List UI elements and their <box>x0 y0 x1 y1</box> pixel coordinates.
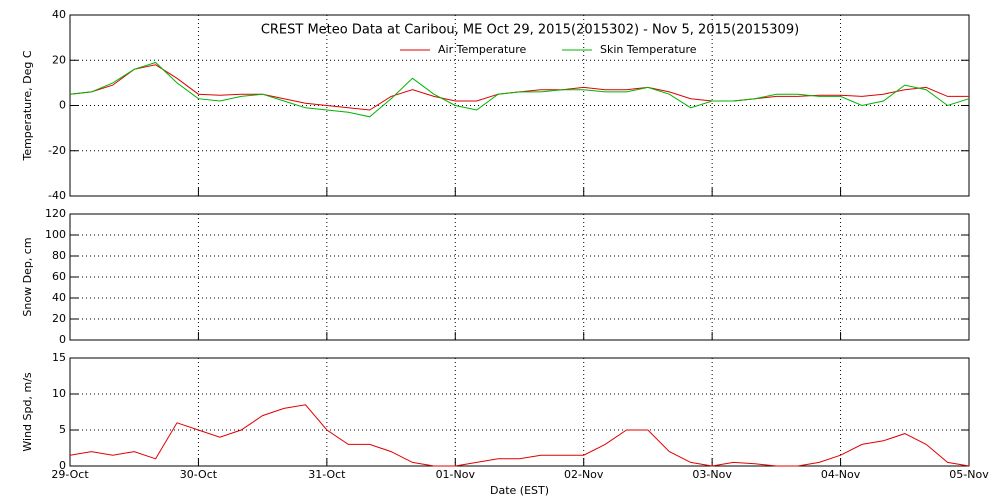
y-tick-label: 120 <box>45 207 66 220</box>
y-tick-label: 60 <box>52 270 66 283</box>
x-tick-label: 04-Nov <box>821 468 861 481</box>
y-tick-label: 20 <box>52 312 66 325</box>
y-axis-label: Temperature, Deg C <box>21 50 34 161</box>
y-axis-label: Snow Dep, cm <box>21 237 34 316</box>
x-tick-label: 01-Nov <box>436 468 476 481</box>
x-tick-label: 31-Oct <box>308 468 346 481</box>
x-axis-label: Date (EST) <box>490 484 549 497</box>
x-tick-label: 05-Nov <box>949 468 989 481</box>
y-tick-label: -20 <box>48 144 66 157</box>
y-tick-label: 10 <box>52 387 66 400</box>
chart-title: CREST Meteo Data at Caribou, ME Oct 29, … <box>261 23 799 38</box>
plot-frame <box>69 357 970 467</box>
y-tick-label: 100 <box>45 228 66 241</box>
x-tick-label: 29-Oct <box>51 468 89 481</box>
y-tick-label: 20 <box>52 53 66 66</box>
x-tick-label: 03-Nov <box>692 468 732 481</box>
legend-label: Air Temperature <box>438 43 527 56</box>
y-tick-label: 40 <box>52 291 66 304</box>
y-tick-label: 0 <box>59 459 66 472</box>
y-tick-label: -40 <box>48 189 66 202</box>
y-axis-label: Wind Spd, m/s <box>21 372 34 452</box>
x-tick-label: 02-Nov <box>564 468 604 481</box>
legend-label: Skin Temperature <box>600 43 697 56</box>
y-tick-label: 0 <box>59 99 66 112</box>
y-tick-label: 15 <box>52 351 66 364</box>
y-tick-label: 5 <box>59 423 66 436</box>
data-line <box>69 61 970 118</box>
x-tick-label: 30-Oct <box>180 468 218 481</box>
data-line <box>69 64 969 111</box>
y-tick-label: 0 <box>59 333 66 346</box>
data-line <box>69 404 970 467</box>
y-tick-label: 80 <box>52 249 66 262</box>
y-tick-label: 40 <box>52 8 66 21</box>
